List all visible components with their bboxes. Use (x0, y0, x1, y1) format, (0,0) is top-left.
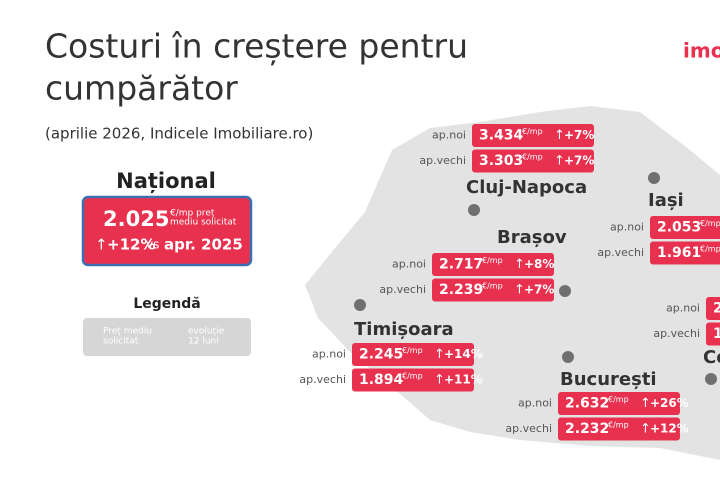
city-dot (648, 172, 660, 184)
price: 3.434 (479, 128, 524, 144)
national-unit: €/mp preț (170, 209, 215, 219)
row-label: ap.vechi (505, 422, 552, 435)
price: 2.232 (565, 421, 609, 437)
row-label: ap.noi (312, 348, 346, 361)
value-box (706, 297, 720, 320)
unit: €/mp (402, 372, 423, 381)
city-dot (354, 299, 366, 311)
price: 2.245 (359, 347, 403, 363)
price: 1 (713, 326, 720, 342)
value-box (650, 216, 720, 239)
change: +26% (650, 396, 689, 410)
arrow: ↑ (640, 422, 651, 437)
national-vs: vs (146, 238, 159, 252)
legend-heading: Legendă (133, 296, 200, 312)
change: +7% (524, 283, 554, 297)
arrow: ↑ (554, 128, 565, 143)
value-box (432, 253, 554, 276)
change: +11% (444, 373, 483, 387)
arrow: ↑ (554, 154, 565, 169)
change: +7% (564, 154, 594, 168)
value-box (432, 278, 554, 302)
value-box (650, 241, 720, 265)
change: +8% (524, 257, 554, 271)
row-label: ap.noi (610, 221, 644, 234)
price: 2.239 (439, 282, 483, 298)
title: cumpărător (45, 69, 238, 108)
change: +7% (564, 128, 594, 142)
unit: €/mp (608, 421, 629, 430)
unit: €/mp (482, 256, 503, 265)
value-box (472, 149, 594, 173)
arrow: ↑ (514, 257, 525, 272)
national-unit: mediu solicitat (170, 218, 237, 228)
row-label: ap.vechi (597, 246, 644, 259)
price: 3.303 (479, 153, 523, 169)
value-box (352, 343, 474, 366)
row-label: ap.vechi (419, 154, 466, 167)
city-name: Cluj-Napoca (466, 177, 587, 198)
legend-item: 12 luni (188, 337, 219, 347)
price: 2 (713, 301, 720, 317)
national-box (81, 195, 253, 267)
city-name: București (560, 369, 657, 390)
subtitle: (aprilie 2026, Indicele Imobiliare.ro) (45, 125, 313, 143)
unit: €/mp (522, 153, 543, 162)
row-label: ap.vechi (299, 373, 346, 386)
city-name: Co (703, 347, 720, 368)
national-period: apr. 2025 (164, 236, 243, 254)
city-name: Brașov (497, 227, 567, 248)
national-arrow: ↑ (95, 236, 108, 254)
city-dot (468, 204, 480, 216)
row-label: ap.noi (666, 302, 700, 315)
value-box (558, 392, 680, 415)
row-label: ap.noi (432, 129, 466, 142)
national-heading: Național (116, 169, 216, 194)
arrow: ↑ (434, 347, 445, 362)
unit: €/mp (700, 219, 720, 228)
city-name: Timișoara (354, 319, 454, 340)
price: 2.717 (439, 257, 483, 273)
logo: imo (683, 39, 720, 63)
value-box (352, 368, 474, 392)
price: 2.053 (657, 220, 701, 236)
arrow: ↑ (514, 283, 525, 298)
row-label: ap.noi (392, 258, 426, 271)
title: Costuri în creștere pentru (45, 27, 468, 66)
national-change: +12% (107, 236, 155, 254)
national-value: 2.025 (103, 207, 169, 231)
unit: €/mp (700, 245, 720, 254)
price: 1.961 (657, 245, 701, 261)
price: 1.894 (359, 372, 404, 388)
legend-item: evoluție (188, 327, 225, 337)
city-name: Iași (648, 190, 684, 211)
change: +12% (650, 422, 689, 436)
unit: €/mp (608, 395, 629, 404)
value-box (472, 124, 594, 147)
legend-item: solicitat (103, 337, 139, 347)
legend-item: Preț mediu (103, 327, 152, 337)
value-box (558, 417, 680, 441)
legend-box (83, 318, 251, 356)
city-dot (559, 285, 571, 297)
row-label: ap.vechi (653, 327, 700, 340)
unit: €/mp (402, 346, 423, 355)
price: 2.632 (565, 396, 609, 412)
row-label: ap.noi (518, 397, 552, 410)
unit: €/mp (482, 282, 503, 291)
city-dot (705, 373, 717, 385)
value-box (706, 322, 720, 346)
unit: €/mp (522, 127, 543, 136)
change: +14% (444, 347, 483, 361)
arrow: ↑ (434, 373, 445, 388)
row-label: ap.vechi (379, 283, 426, 296)
arrow: ↑ (640, 396, 651, 411)
city-dot (562, 351, 574, 363)
